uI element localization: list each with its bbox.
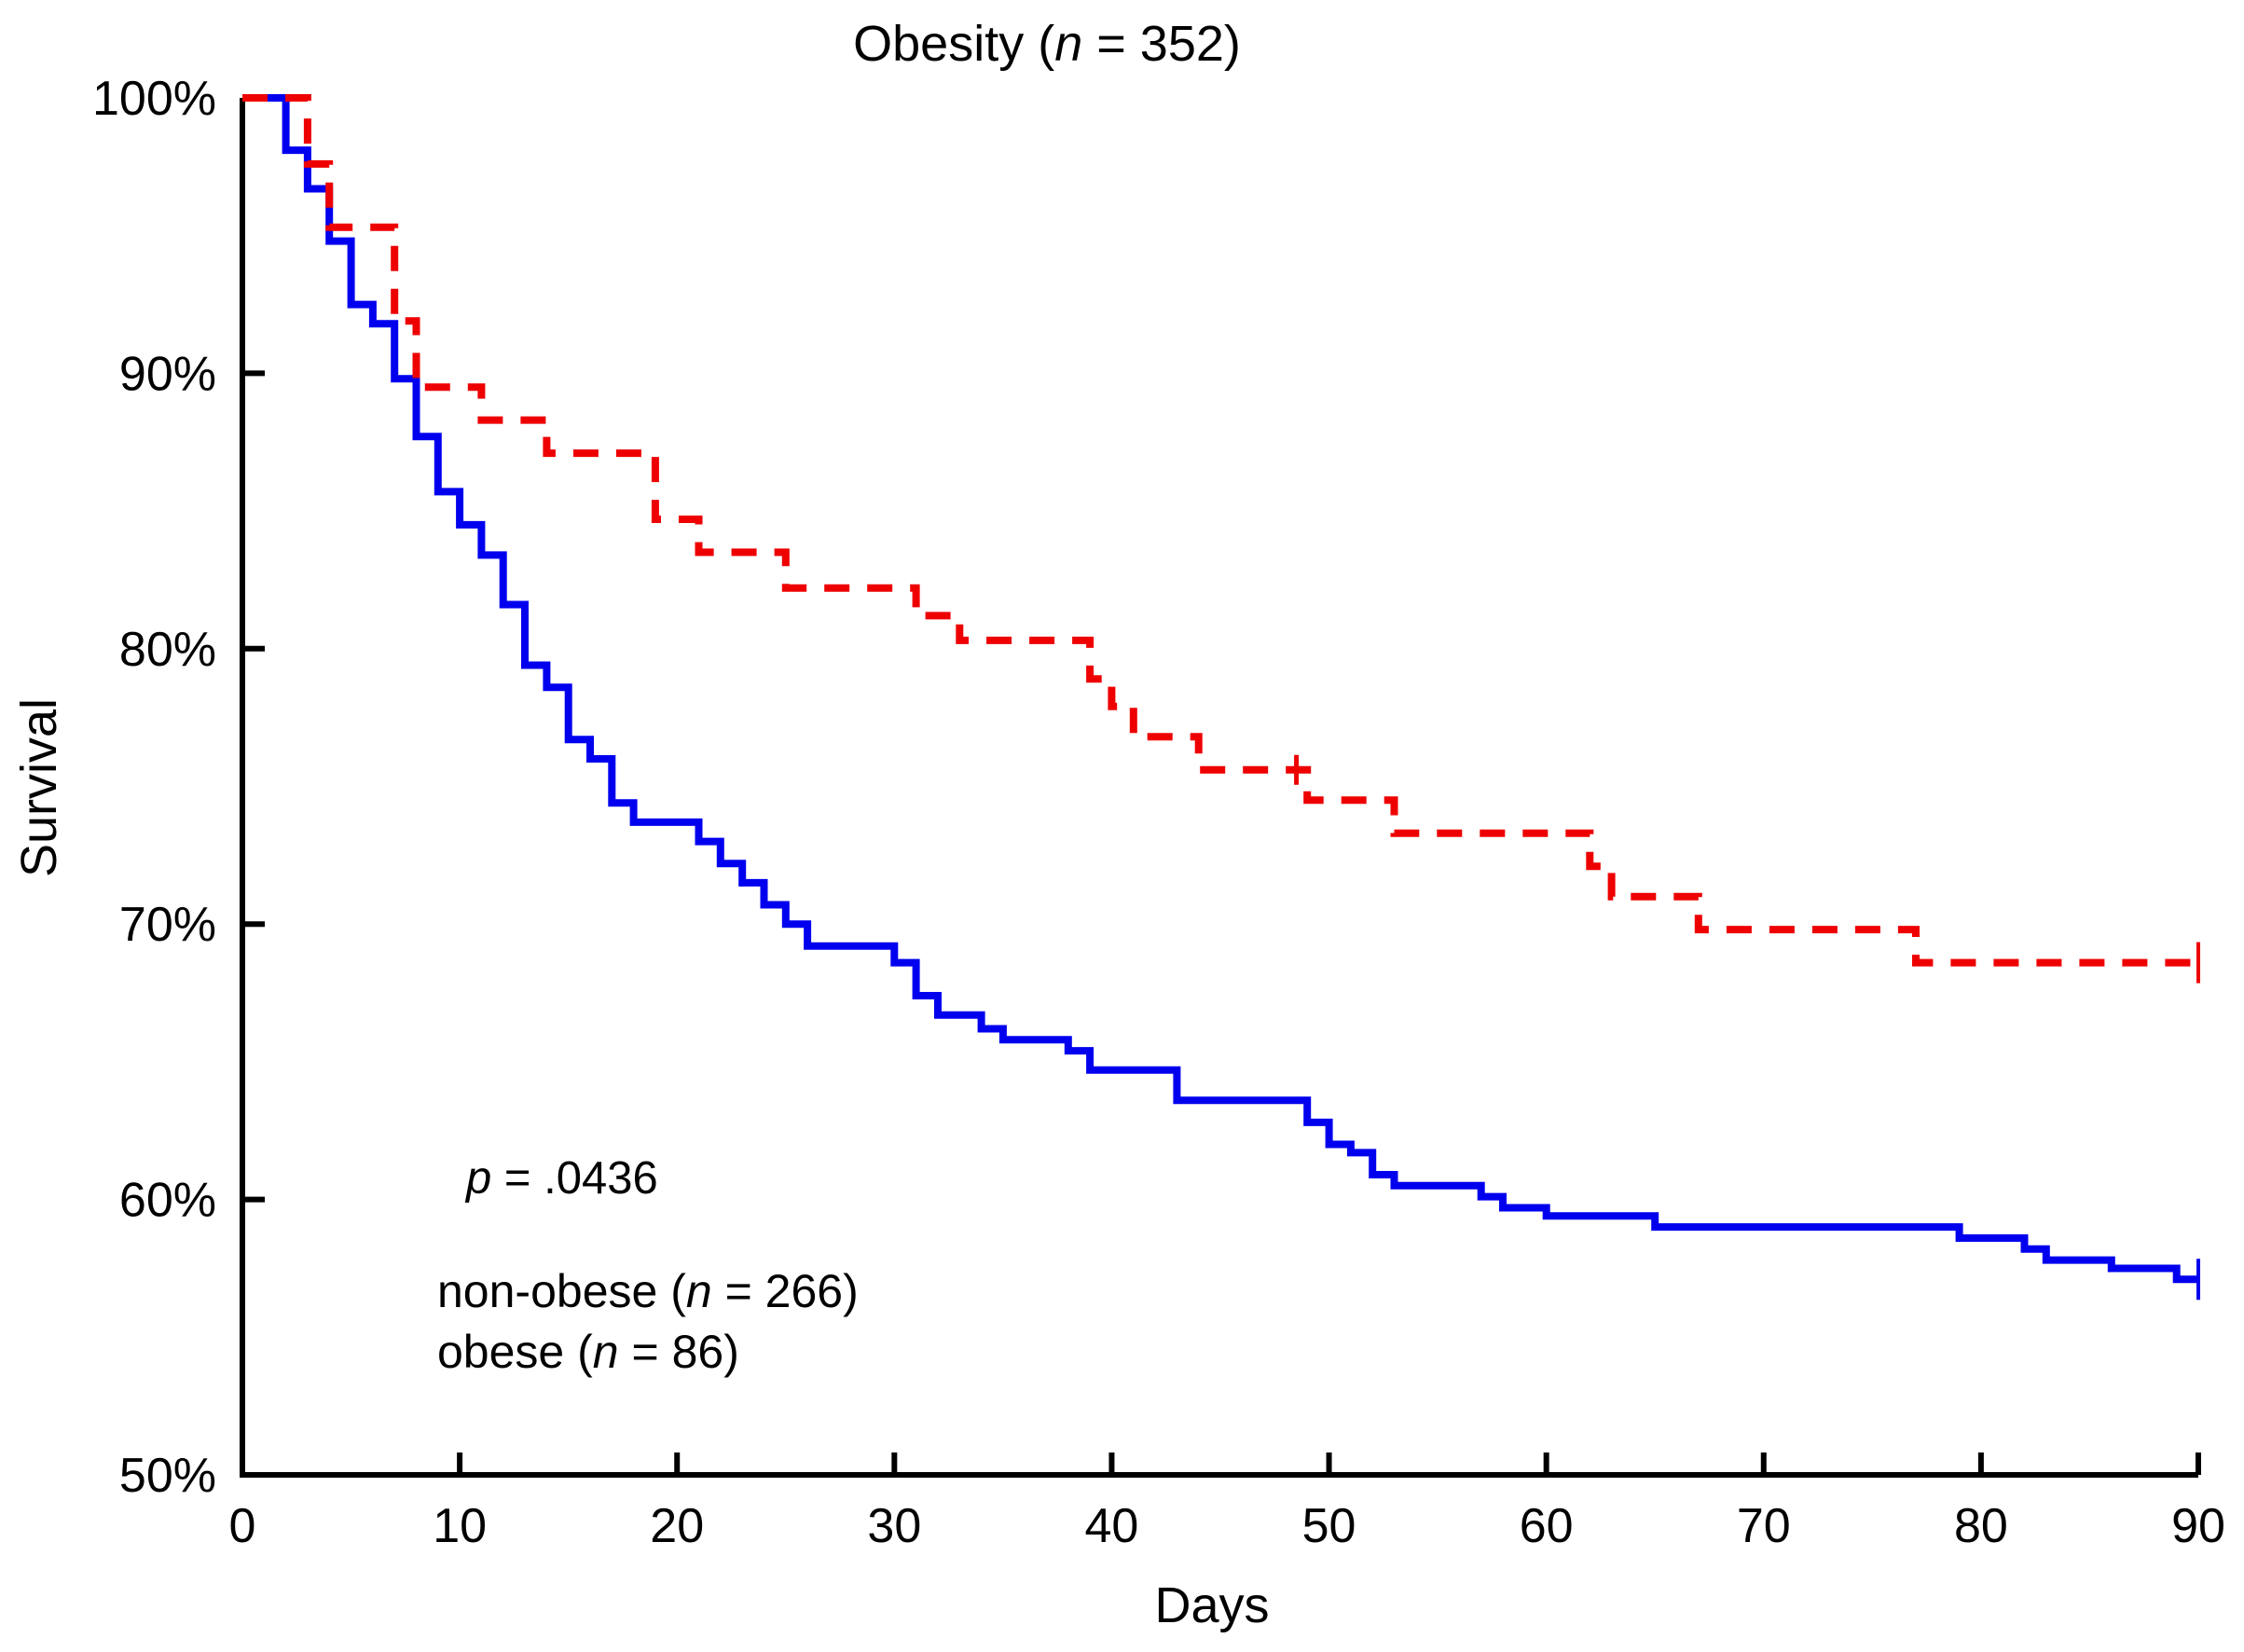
y-tick-label: 90% bbox=[119, 347, 216, 401]
survival-curve-non-obese bbox=[242, 94, 2198, 1284]
x-tick-label: 70 bbox=[1737, 1499, 1791, 1553]
x-tick-label: 0 bbox=[229, 1499, 256, 1553]
legend-label-obese: obese (n = 86) bbox=[437, 1325, 739, 1379]
survival-curve-obese bbox=[242, 94, 2198, 967]
x-tick-label: 40 bbox=[1085, 1499, 1139, 1553]
p-value-annotation: p = .0436 bbox=[466, 1152, 658, 1205]
chart-title-pre: Obesity ( bbox=[853, 16, 1055, 72]
x-axis-title: Days bbox=[1154, 1577, 1270, 1633]
legend-label-non-obese: non-obese (n = 266) bbox=[437, 1264, 859, 1318]
y-tick-label: 100% bbox=[92, 72, 216, 126]
y-axis-title: Survival bbox=[11, 697, 67, 878]
y-tick-label: 80% bbox=[119, 623, 216, 677]
y-tick-label: 50% bbox=[119, 1449, 216, 1503]
legend-label-non-obese-post: = 266) bbox=[711, 1264, 859, 1317]
legend-label-obese-pre: obese ( bbox=[437, 1325, 593, 1378]
p-value-symbol: p bbox=[466, 1153, 492, 1204]
chart-title: Obesity (n = 352) bbox=[853, 15, 1241, 73]
legend-label-non-obese-n-italic: n bbox=[685, 1264, 712, 1317]
x-tick-label: 60 bbox=[1520, 1499, 1574, 1553]
legend: non-obese (n = 266) obese (n = 86) bbox=[359, 1260, 859, 1382]
legend-item-obese: obese (n = 86) bbox=[359, 1321, 859, 1382]
x-tick-label: 50 bbox=[1302, 1499, 1356, 1553]
y-tick-label: 60% bbox=[119, 1174, 216, 1228]
x-tick-label: 80 bbox=[1954, 1499, 2008, 1553]
legend-label-obese-post: = 86) bbox=[618, 1325, 739, 1378]
legend-label-obese-n-italic: n bbox=[592, 1325, 619, 1378]
x-tick-label: 30 bbox=[867, 1499, 921, 1553]
x-tick-label: 10 bbox=[433, 1499, 487, 1553]
p-value-text: = .0436 bbox=[491, 1153, 658, 1204]
y-tick-label: 70% bbox=[119, 898, 216, 952]
legend-item-non-obese: non-obese (n = 266) bbox=[359, 1260, 859, 1321]
x-tick-label: 90 bbox=[2171, 1499, 2225, 1553]
chart-title-n-italic: n bbox=[1054, 16, 1083, 72]
x-tick-label: 20 bbox=[650, 1499, 704, 1553]
chart-title-post: = 352) bbox=[1082, 16, 1241, 72]
legend-label-non-obese-pre: non-obese ( bbox=[437, 1264, 686, 1317]
